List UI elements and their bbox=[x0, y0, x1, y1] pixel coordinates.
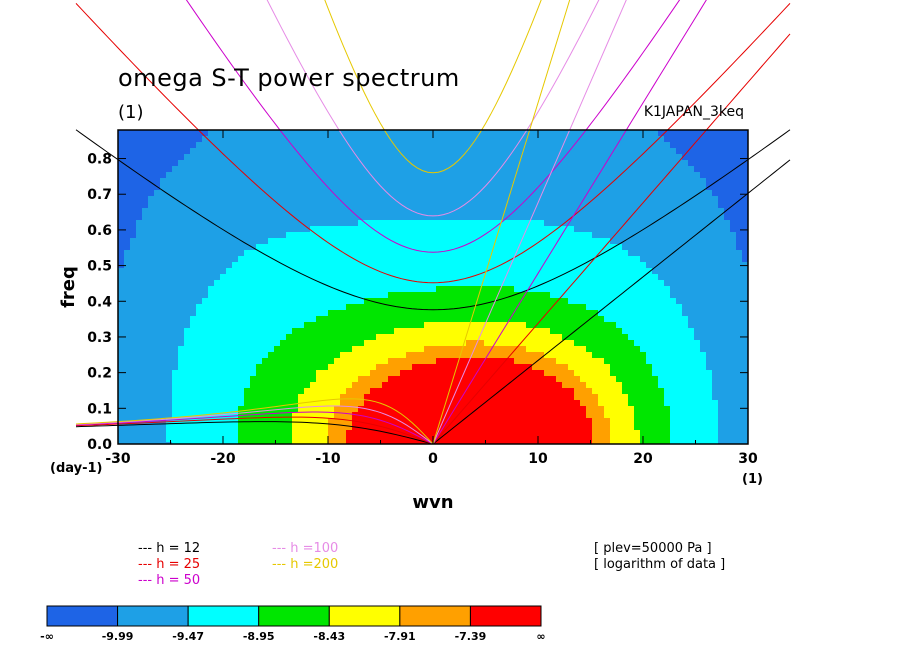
x-tick-label: 30 bbox=[738, 451, 758, 467]
x-tick-label: -30 bbox=[105, 451, 131, 467]
colorbar-level-label: -∞ bbox=[40, 630, 54, 643]
rossby-curve-h200 bbox=[75, 398, 434, 444]
gravity-curve-h50 bbox=[185, 0, 681, 253]
x-tick-label: -10 bbox=[315, 451, 341, 467]
colorbar-swatch bbox=[187, 605, 260, 627]
colorbar-level-label: ∞ bbox=[536, 630, 545, 643]
rossby-curve-h12 bbox=[75, 421, 434, 444]
y-tick-label: 0.3 bbox=[87, 330, 112, 346]
legend-h200: --- h =200 bbox=[272, 557, 339, 572]
dispersion-curves bbox=[75, 0, 791, 444]
y-axis-label: freq bbox=[58, 266, 79, 308]
legend-h25: --- h = 25 bbox=[138, 557, 201, 572]
y-unit-label: (day-1) bbox=[50, 461, 102, 476]
legend-h100: --- h =100 bbox=[272, 541, 339, 556]
x-tick-label: 20 bbox=[633, 451, 653, 467]
y-tick-label: 0.1 bbox=[87, 401, 112, 417]
contour-field bbox=[118, 130, 748, 444]
colorbar-swatch bbox=[258, 605, 330, 627]
colorbar-level-label: -8.95 bbox=[243, 630, 275, 643]
note-plev: [ plev=50000 Pa ] bbox=[594, 541, 712, 556]
legend-h50: --- h = 50 bbox=[138, 573, 201, 588]
legend-h12: --- h = 12 bbox=[138, 541, 201, 556]
x-axis-label: wvn bbox=[412, 492, 453, 513]
dataset-label: K1JAPAN_3keq bbox=[643, 104, 744, 120]
kelvin-curve-h200 bbox=[432, 0, 571, 444]
colorbar-swatch bbox=[328, 605, 401, 627]
x-tick-label: 10 bbox=[528, 451, 548, 467]
y-tick-label: 0.8 bbox=[87, 152, 112, 168]
colorbar-level-label: -9.47 bbox=[172, 630, 204, 643]
colorbar-level-label: -7.91 bbox=[384, 630, 416, 643]
y-tick-label: 0.0 bbox=[87, 437, 112, 453]
x-unit-label: (1) bbox=[742, 472, 763, 487]
kelvin-curve-h25 bbox=[432, 33, 791, 444]
kelvin-curve-h12 bbox=[432, 159, 791, 444]
colorbar-level-label: -8.43 bbox=[313, 630, 345, 643]
kelvin-curve-h50 bbox=[432, 0, 707, 444]
colorbar-level-label: -9.99 bbox=[102, 630, 134, 643]
rossby-curve-h50 bbox=[75, 411, 434, 444]
y-tick-label: 0.6 bbox=[87, 223, 112, 239]
x-tick-label: -20 bbox=[210, 451, 236, 467]
colorbar-swatch bbox=[46, 605, 119, 627]
chart-title: omega S-T power spectrum bbox=[118, 64, 460, 92]
y-tick-label: 0.2 bbox=[87, 366, 112, 382]
rossby-curve-h25 bbox=[75, 416, 434, 444]
gravity-curve-h100 bbox=[266, 0, 600, 217]
note-log: [ logarithm of data ] bbox=[594, 557, 726, 572]
colorbar-swatch bbox=[117, 605, 189, 627]
colorbar-level-label: -7.39 bbox=[455, 630, 487, 643]
kelvin-curve-h100 bbox=[432, 0, 627, 444]
y-tick-label: 0.5 bbox=[87, 259, 112, 275]
y-tick-label: 0.7 bbox=[87, 187, 112, 203]
y-tick-label: 0.4 bbox=[87, 294, 112, 310]
gravity-curve-h200 bbox=[324, 0, 542, 174]
chart-subtitle: (1) bbox=[118, 102, 144, 123]
x-tick-label: 0 bbox=[428, 451, 438, 467]
gravity-curve-h25 bbox=[75, 3, 791, 284]
gravity-curve-h12 bbox=[75, 129, 791, 311]
colorbar-swatch bbox=[399, 605, 471, 627]
colorbar-swatch bbox=[469, 605, 542, 627]
rossby-curve-h100 bbox=[75, 405, 434, 444]
